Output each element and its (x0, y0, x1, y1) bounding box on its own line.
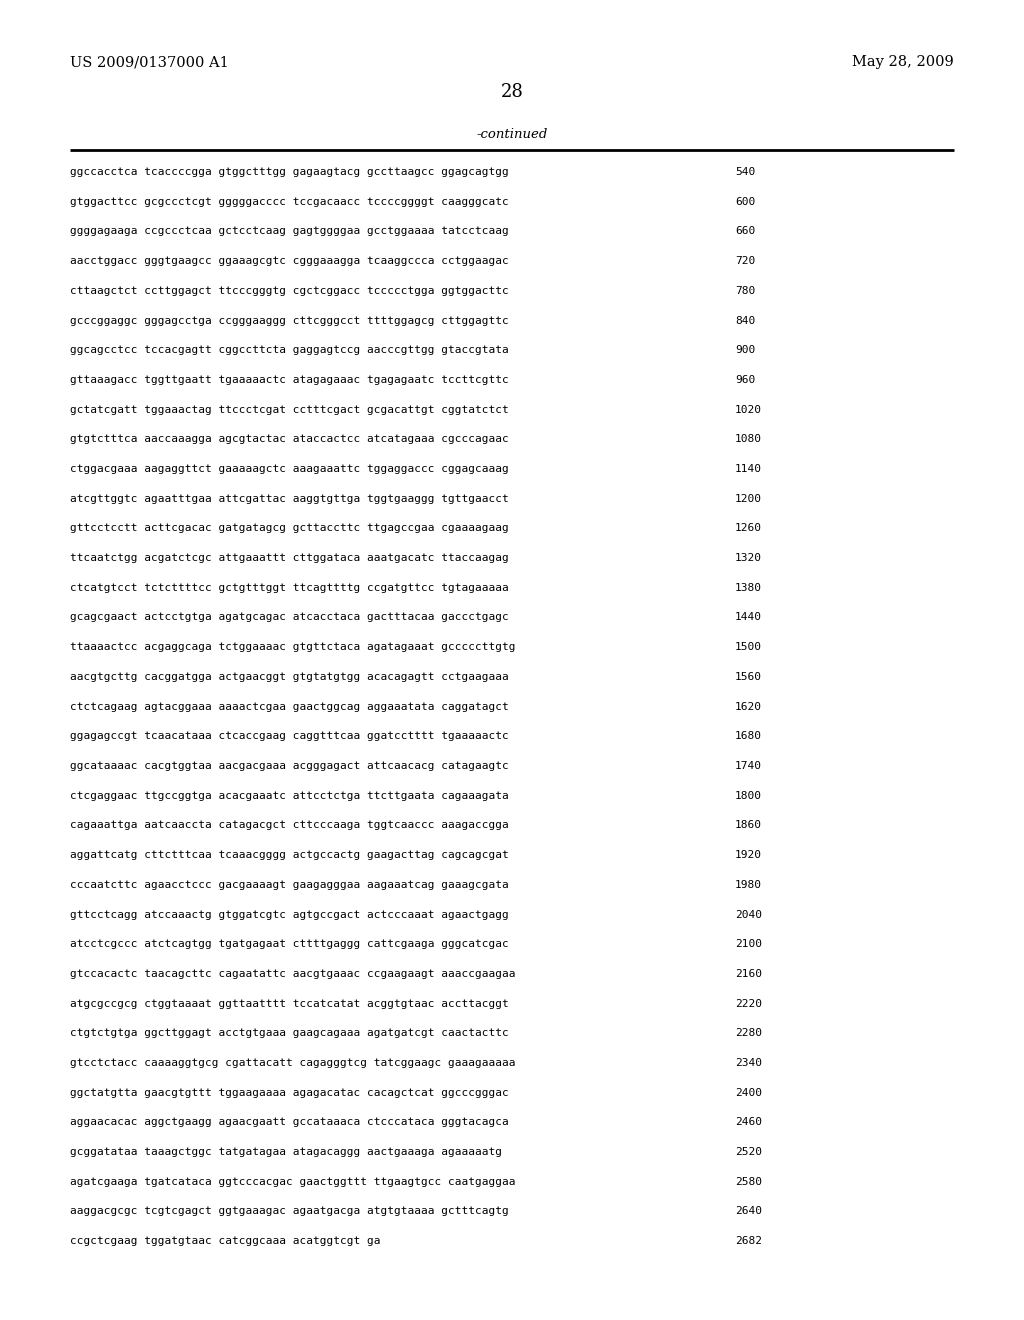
Text: ctggacgaaa aagaggttct gaaaaagctc aaagaaattc tggaggaccc cggagcaaag: ctggacgaaa aagaggttct gaaaaagctc aaagaaa… (70, 465, 509, 474)
Text: 1200: 1200 (735, 494, 762, 504)
Text: 600: 600 (735, 197, 756, 207)
Text: ggggagaaga ccgccctcaa gctcctcaag gagtggggaa gcctggaaaa tatcctcaag: ggggagaaga ccgccctcaa gctcctcaag gagtggg… (70, 227, 509, 236)
Text: gtggacttcc gcgccctcgt gggggacccc tccgacaacc tccccggggt caagggcatc: gtggacttcc gcgccctcgt gggggacccc tccgaca… (70, 197, 509, 207)
Text: 1260: 1260 (735, 524, 762, 533)
Text: 2580: 2580 (735, 1177, 762, 1187)
Text: 2340: 2340 (735, 1059, 762, 1068)
Text: ccgctcgaag tggatgtaac catcggcaaa acatggtcgt ga: ccgctcgaag tggatgtaac catcggcaaa acatggt… (70, 1237, 381, 1246)
Text: 1860: 1860 (735, 821, 762, 830)
Text: ttcaatctgg acgatctcgc attgaaattt cttggataca aaatgacatc ttaccaagag: ttcaatctgg acgatctcgc attgaaattt cttggat… (70, 553, 509, 564)
Text: ctcatgtcct tctcttttcc gctgtttggt ttcagttttg ccgatgttcc tgtagaaaaa: ctcatgtcct tctcttttcc gctgtttggt ttcagtt… (70, 583, 509, 593)
Text: aaggacgcgc tcgtcgagct ggtgaaagac agaatgacga atgtgtaaaa gctttcagtg: aaggacgcgc tcgtcgagct ggtgaaagac agaatga… (70, 1206, 509, 1217)
Text: aacctggacc gggtgaagcc ggaaagcgtc cgggaaagga tcaaggccca cctggaagac: aacctggacc gggtgaagcc ggaaagcgtc cgggaaa… (70, 256, 509, 267)
Text: -continued: -continued (476, 128, 548, 141)
Text: 1620: 1620 (735, 702, 762, 711)
Text: 1740: 1740 (735, 762, 762, 771)
Text: 1380: 1380 (735, 583, 762, 593)
Text: 720: 720 (735, 256, 756, 267)
Text: agatcgaaga tgatcataca ggtcccacgac gaactggttt ttgaagtgcc caatgaggaa: agatcgaaga tgatcataca ggtcccacgac gaactg… (70, 1177, 515, 1187)
Text: gctatcgatt tggaaactag ttccctcgat cctttcgact gcgacattgt cggtatctct: gctatcgatt tggaaactag ttccctcgat cctttcg… (70, 405, 509, 414)
Text: ggagagccgt tcaacataaa ctcaccgaag caggtttcaa ggatcctttt tgaaaaactc: ggagagccgt tcaacataaa ctcaccgaag caggttt… (70, 731, 509, 742)
Text: 1680: 1680 (735, 731, 762, 742)
Text: 540: 540 (735, 168, 756, 177)
Text: aacgtgcttg cacggatgga actgaacggt gtgtatgtgg acacagagtt cctgaagaaa: aacgtgcttg cacggatgga actgaacggt gtgtatg… (70, 672, 509, 682)
Text: 1140: 1140 (735, 465, 762, 474)
Text: 2520: 2520 (735, 1147, 762, 1158)
Text: atcctcgccc atctcagtgg tgatgagaat cttttgaggg cattcgaaga gggcatcgac: atcctcgccc atctcagtgg tgatgagaat cttttga… (70, 940, 509, 949)
Text: 1440: 1440 (735, 612, 762, 623)
Text: ctcgaggaac ttgccggtga acacgaaatc attcctctga ttcttgaata cagaaagata: ctcgaggaac ttgccggtga acacgaaatc attcctc… (70, 791, 509, 801)
Text: gcagcgaact actcctgtga agatgcagac atcacctaca gactttacaa gaccctgagc: gcagcgaact actcctgtga agatgcagac atcacct… (70, 612, 509, 623)
Text: gtcctctacc caaaaggtgcg cgattacatt cagagggtcg tatcggaagc gaaagaaaaa: gtcctctacc caaaaggtgcg cgattacatt cagagg… (70, 1059, 515, 1068)
Text: cccaatcttc agaacctccc gacgaaaagt gaagagggaa aagaaatcag gaaagcgata: cccaatcttc agaacctccc gacgaaaagt gaagagg… (70, 880, 509, 890)
Text: aggattcatg cttctttcaa tcaaacgggg actgccactg gaagacttag cagcagcgat: aggattcatg cttctttcaa tcaaacgggg actgcca… (70, 850, 509, 861)
Text: 2640: 2640 (735, 1206, 762, 1217)
Text: 2160: 2160 (735, 969, 762, 979)
Text: 2280: 2280 (735, 1028, 762, 1039)
Text: gttcctcctt acttcgacac gatgatagcg gcttaccttc ttgagccgaa cgaaaagaag: gttcctcctt acttcgacac gatgatagcg gcttacc… (70, 524, 509, 533)
Text: 2220: 2220 (735, 999, 762, 1008)
Text: 28: 28 (501, 83, 523, 102)
Text: gcggatataa taaagctggc tatgatagaa atagacaggg aactgaaaga agaaaaatg: gcggatataa taaagctggc tatgatagaa atagaca… (70, 1147, 502, 1158)
Text: 2682: 2682 (735, 1237, 762, 1246)
Text: atgcgccgcg ctggtaaaat ggttaatttt tccatcatat acggtgtaac accttacggt: atgcgccgcg ctggtaaaat ggttaatttt tccatca… (70, 999, 509, 1008)
Text: 780: 780 (735, 286, 756, 296)
Text: 960: 960 (735, 375, 756, 385)
Text: 660: 660 (735, 227, 756, 236)
Text: 900: 900 (735, 346, 756, 355)
Text: ggcagcctcc tccacgagtt cggccttcta gaggagtccg aacccgttgg gtaccgtata: ggcagcctcc tccacgagtt cggccttcta gaggagt… (70, 346, 509, 355)
Text: 1800: 1800 (735, 791, 762, 801)
Text: US 2009/0137000 A1: US 2009/0137000 A1 (70, 55, 228, 69)
Text: 2460: 2460 (735, 1118, 762, 1127)
Text: May 28, 2009: May 28, 2009 (852, 55, 954, 69)
Text: cttaagctct ccttggagct ttcccgggtg cgctcggacc tccccctgga ggtggacttc: cttaagctct ccttggagct ttcccgggtg cgctcgg… (70, 286, 509, 296)
Text: atcgttggtc agaatttgaa attcgattac aaggtgttga tggtgaaggg tgttgaacct: atcgttggtc agaatttgaa attcgattac aaggtgt… (70, 494, 509, 504)
Text: aggaacacac aggctgaagg agaacgaatt gccataaaca ctcccataca gggtacagca: aggaacacac aggctgaagg agaacgaatt gccataa… (70, 1118, 509, 1127)
Text: 1920: 1920 (735, 850, 762, 861)
Text: gttcctcagg atccaaactg gtggatcgtc agtgccgact actcccaaat agaactgagg: gttcctcagg atccaaactg gtggatcgtc agtgccg… (70, 909, 509, 920)
Text: ttaaaactcc acgaggcaga tctggaaaac gtgttctaca agatagaaat gcccccttgtg: ttaaaactcc acgaggcaga tctggaaaac gtgttct… (70, 643, 515, 652)
Text: gttaaagacc tggttgaatt tgaaaaactc atagagaaac tgagagaatc tccttcgttc: gttaaagacc tggttgaatt tgaaaaactc atagaga… (70, 375, 509, 385)
Text: 1020: 1020 (735, 405, 762, 414)
Text: ctctcagaag agtacggaaa aaaactcgaa gaactggcag aggaaatata caggatagct: ctctcagaag agtacggaaa aaaactcgaa gaactgg… (70, 702, 509, 711)
Text: ggcataaaac cacgtggtaa aacgacgaaa acgggagact attcaacacg catagaagtc: ggcataaaac cacgtggtaa aacgacgaaa acgggag… (70, 762, 509, 771)
Text: ggccacctca tcaccccgga gtggctttgg gagaagtacg gccttaagcc ggagcagtgg: ggccacctca tcaccccgga gtggctttgg gagaagt… (70, 168, 509, 177)
Text: 2400: 2400 (735, 1088, 762, 1098)
Text: 1980: 1980 (735, 880, 762, 890)
Text: ggctatgtta gaacgtgttt tggaagaaaa agagacatac cacagctcat ggcccgggac: ggctatgtta gaacgtgttt tggaagaaaa agagaca… (70, 1088, 509, 1098)
Text: 1500: 1500 (735, 643, 762, 652)
Text: 840: 840 (735, 315, 756, 326)
Text: gtgtctttca aaccaaagga agcgtactac ataccactcc atcatagaaa cgcccagaac: gtgtctttca aaccaaagga agcgtactac ataccac… (70, 434, 509, 445)
Text: ctgtctgtga ggcttggagt acctgtgaaa gaagcagaaa agatgatcgt caactacttc: ctgtctgtga ggcttggagt acctgtgaaa gaagcag… (70, 1028, 509, 1039)
Text: 1560: 1560 (735, 672, 762, 682)
Text: 1320: 1320 (735, 553, 762, 564)
Text: cagaaattga aatcaaccta catagacgct cttcccaaga tggtcaaccc aaagaccgga: cagaaattga aatcaaccta catagacgct cttccca… (70, 821, 509, 830)
Text: gcccggaggc gggagcctga ccgggaaggg cttcgggcct ttttggagcg cttggagttc: gcccggaggc gggagcctga ccgggaaggg cttcggg… (70, 315, 509, 326)
Text: 2100: 2100 (735, 940, 762, 949)
Text: 1080: 1080 (735, 434, 762, 445)
Text: 2040: 2040 (735, 909, 762, 920)
Text: gtccacactc taacagcttc cagaatattc aacgtgaaac ccgaagaagt aaaccgaagaa: gtccacactc taacagcttc cagaatattc aacgtga… (70, 969, 515, 979)
